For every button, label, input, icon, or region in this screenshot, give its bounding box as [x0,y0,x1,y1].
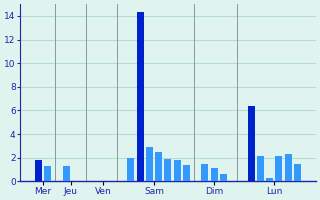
Bar [174,160,180,181]
Bar [127,158,134,181]
Bar [164,159,171,181]
Bar [266,178,273,181]
Bar [257,156,264,181]
Bar [155,152,162,181]
Bar [201,164,208,181]
Bar [220,174,227,181]
Bar [35,160,42,181]
Bar [183,165,190,181]
Bar [211,168,218,181]
Bar [146,147,153,181]
Bar [248,106,254,181]
Bar [294,164,301,181]
Bar [44,166,51,181]
Bar [284,154,292,181]
Bar [137,12,144,181]
Bar [276,156,282,181]
Bar [63,166,69,181]
